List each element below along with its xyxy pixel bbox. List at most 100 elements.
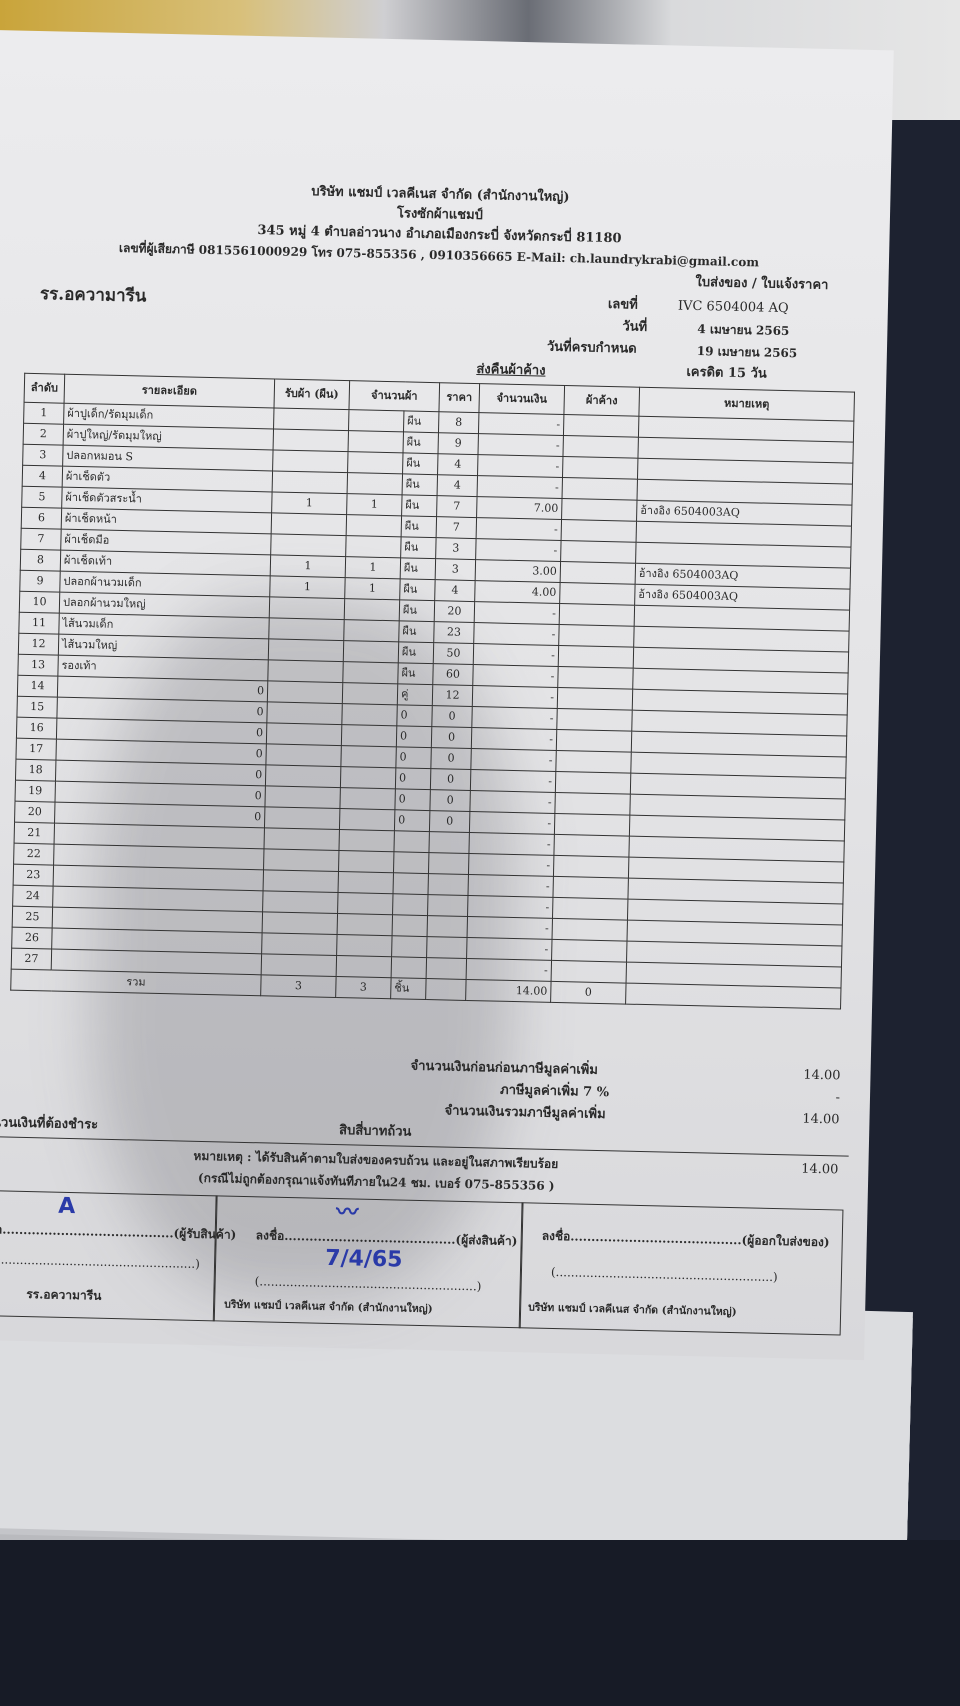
row-unit: ผืน — [403, 410, 439, 433]
total-label: รวม — [10, 969, 262, 996]
delivery-note-document: บริษัท แชมป์ เวลคีเนส จำกัด (สำนักงานใหญ… — [0, 30, 894, 1361]
col-header-no: ลำดับ — [24, 373, 65, 404]
row-price: 0 — [429, 789, 471, 812]
row-received — [265, 764, 341, 788]
signature-box-receiver: A ลงชื่อ................................… — [0, 1189, 236, 1322]
row-no: 4 — [22, 465, 63, 488]
row-amount: - — [475, 538, 562, 562]
doc-type: ใบส่งของ / ใบแจ้งราคา — [695, 274, 829, 293]
row-price: 0 — [430, 747, 472, 770]
row-pending — [553, 855, 629, 879]
row-unit: คู่ — [397, 683, 433, 706]
col-header-detail: รายละเอียด — [64, 374, 275, 408]
row-qty — [336, 934, 393, 957]
handwritten-date: 7/4/65 — [324, 1245, 403, 1273]
row-received — [273, 407, 349, 431]
row-no: 5 — [21, 486, 63, 509]
row-price: 8 — [438, 411, 479, 434]
row-amount: - — [470, 748, 557, 772]
row-pending — [555, 750, 632, 774]
row-price: 0 — [431, 705, 473, 728]
row-pending — [558, 645, 634, 669]
row-qty — [341, 703, 398, 726]
row-price: 3 — [435, 537, 477, 560]
row-amount: - — [473, 643, 559, 667]
row-price: 60 — [432, 663, 474, 686]
row-qty — [340, 766, 396, 789]
row-price: 4 — [437, 474, 478, 497]
row-no: 3 — [22, 444, 64, 467]
row-qty — [342, 682, 398, 705]
row-amount: - — [468, 832, 555, 856]
row-unit: ผืน — [402, 452, 439, 475]
row-qty — [340, 745, 397, 768]
row-price: 7 — [436, 516, 477, 539]
row-amount: - — [468, 853, 554, 877]
row-unit: 0 — [394, 788, 431, 811]
row-no: 27 — [11, 948, 52, 971]
row-qty — [338, 829, 395, 852]
vat-value: - — [835, 1090, 841, 1106]
row-pending — [561, 519, 637, 543]
row-no: 25 — [12, 906, 53, 929]
row-unit: 0 — [396, 704, 433, 727]
row-qty: 1 — [345, 556, 401, 579]
row-qty — [347, 451, 404, 474]
row-pending — [553, 834, 630, 858]
total-qty: 3 — [335, 976, 392, 999]
row-amount: - — [467, 874, 554, 898]
row-received — [262, 911, 338, 935]
row-received — [261, 953, 337, 977]
row-amount: - — [469, 811, 555, 835]
row-amount: 7.00 — [476, 496, 563, 520]
row-unit: 0 — [395, 746, 432, 769]
row-amount: - — [467, 895, 553, 919]
row-no: 14 — [17, 675, 58, 698]
row-pending — [561, 498, 637, 522]
row-unit — [391, 935, 428, 958]
row-pending — [552, 918, 628, 942]
before-vat-value: 14.00 — [803, 1067, 841, 1084]
col-header-pending: ผ้าค้าง — [563, 385, 640, 417]
row-unit: ผืน — [399, 599, 435, 622]
row-pending — [562, 477, 638, 501]
row-no: 22 — [13, 843, 55, 866]
signature-line: ลงชื่อ..................................… — [255, 1228, 518, 1249]
row-pending — [556, 729, 632, 753]
row-no: 15 — [16, 696, 58, 719]
row-no: 9 — [19, 570, 61, 593]
row-qty — [344, 598, 400, 621]
due-date: 19 เมษายน 2565 — [696, 344, 798, 361]
row-qty — [348, 409, 404, 432]
row-qty — [347, 472, 403, 495]
row-unit: ผืน — [401, 515, 437, 538]
row-unit: ผืน — [398, 620, 435, 643]
row-received — [269, 596, 345, 620]
row-unit — [393, 851, 429, 874]
row-received — [271, 512, 347, 536]
col-header-amount: จำนวนเงิน — [478, 383, 565, 415]
row-pending — [560, 540, 637, 564]
row-received — [263, 869, 339, 893]
row-pending — [557, 666, 634, 690]
row-qty — [336, 955, 392, 978]
row-qty — [341, 724, 397, 747]
row-qty — [338, 871, 394, 894]
row-received — [267, 680, 343, 704]
row-pending — [562, 435, 639, 459]
items-table: ลำดับ รายละเอียด รับผ้า (ผืน) จำนวนผ้า ร… — [10, 373, 855, 1010]
row-no: 8 — [20, 549, 61, 572]
row-amount: - — [466, 937, 553, 961]
with-vat-label: จำนวนเงินรวมภาษีมูลค่าเพิ่ม — [444, 1103, 606, 1123]
row-unit: ผืน — [402, 473, 438, 496]
row-qty — [345, 535, 402, 558]
row-pending — [562, 456, 638, 480]
row-amount: - — [473, 622, 560, 646]
total-received: 3 — [260, 974, 337, 998]
row-price: 0 — [431, 726, 472, 749]
payable-value: 14.00 — [800, 1161, 839, 1178]
row-amount: - — [478, 412, 564, 436]
row-received — [261, 932, 338, 956]
row-price — [426, 957, 467, 980]
doc-no-label: เลขที่ — [607, 297, 638, 313]
